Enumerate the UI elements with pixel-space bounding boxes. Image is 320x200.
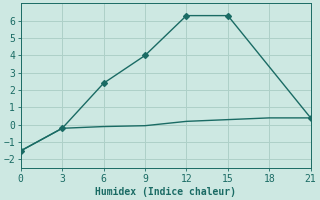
X-axis label: Humidex (Indice chaleur): Humidex (Indice chaleur) [95,186,236,197]
